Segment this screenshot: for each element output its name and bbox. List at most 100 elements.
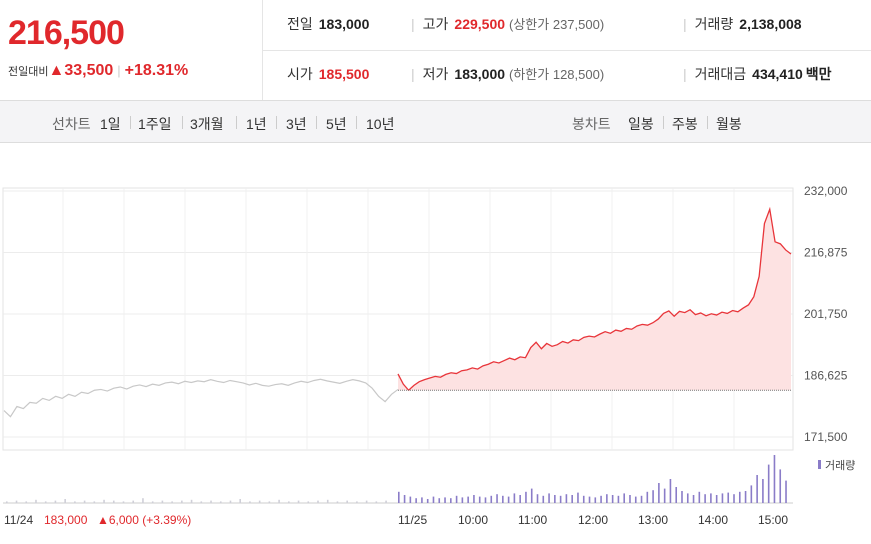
y-tick-label: 171,500 bbox=[804, 430, 848, 444]
volume-bar bbox=[74, 501, 76, 503]
period-tab-10y[interactable]: 10년 bbox=[366, 116, 395, 132]
volume-bar bbox=[278, 499, 280, 503]
volume-bar bbox=[249, 501, 251, 503]
period-tab-1d[interactable]: 1일 bbox=[100, 116, 121, 132]
period-divider bbox=[707, 116, 708, 129]
volume-bar bbox=[507, 496, 510, 503]
volume-bar bbox=[588, 496, 591, 503]
prev-day-price-line bbox=[3, 378, 399, 418]
volume-bar bbox=[461, 497, 464, 503]
volume-bar bbox=[767, 464, 770, 503]
x-tick-label: 12:00 bbox=[578, 513, 608, 527]
volume-bar bbox=[646, 491, 649, 503]
prev-day-date: 11/24 bbox=[4, 513, 33, 527]
volume-bar bbox=[455, 495, 458, 503]
volume-bar bbox=[35, 499, 37, 503]
prev-day-close: 183,000 bbox=[44, 513, 88, 527]
period-tab-1w[interactable]: 1주일 bbox=[138, 116, 172, 132]
volume-bar bbox=[122, 501, 125, 503]
volume-bar bbox=[681, 491, 683, 503]
today-price-line bbox=[397, 206, 792, 392]
volume-bar bbox=[785, 480, 787, 503]
x-tick-label: 15:00 bbox=[758, 513, 788, 527]
y-tick-label: 232,000 bbox=[804, 184, 848, 198]
volume-bar bbox=[634, 496, 637, 503]
candle-chart-label: 봉차트 bbox=[572, 116, 611, 132]
volume-bar bbox=[490, 495, 493, 503]
volume-bar bbox=[426, 499, 429, 503]
volume-bar bbox=[542, 495, 545, 503]
volume-bar bbox=[375, 501, 378, 503]
volume-bar bbox=[750, 485, 753, 503]
volume-bar bbox=[467, 496, 469, 503]
volume-bar bbox=[307, 501, 310, 503]
volume-bar bbox=[738, 491, 741, 503]
volume-bar bbox=[721, 493, 724, 503]
y-tick-label: 216,875 bbox=[804, 246, 848, 260]
day-low: | 저가 183,000 (하한가 128,500) bbox=[411, 66, 605, 82]
volume-bar bbox=[525, 491, 527, 503]
volume-bar bbox=[54, 500, 57, 503]
x-tick-label: 11/25 bbox=[398, 513, 427, 527]
volume-bar bbox=[762, 479, 764, 503]
period-divider bbox=[276, 116, 277, 129]
change-divider: | bbox=[117, 63, 121, 78]
volume-bar bbox=[640, 495, 643, 503]
period-divider bbox=[130, 116, 131, 129]
volume-bar bbox=[658, 483, 660, 503]
volume-bar bbox=[142, 498, 144, 503]
candle-tab-daily[interactable]: 일봉 bbox=[628, 116, 654, 132]
volume-bar bbox=[403, 495, 406, 503]
volume-bar bbox=[478, 496, 481, 503]
stats-panel: 전일 183,000 | 고가 229,500 (상한가 237,500) | 거래량 2,… bbox=[263, 0, 871, 100]
volume-bar bbox=[83, 500, 86, 503]
volume-bar bbox=[733, 494, 735, 503]
period-tab-5y[interactable]: 5년 bbox=[326, 116, 347, 132]
volume-bar bbox=[151, 501, 154, 503]
volume-bar bbox=[444, 497, 446, 503]
volume-bar bbox=[409, 496, 412, 503]
volume-bar bbox=[617, 495, 620, 503]
candle-tab-weekly[interactable]: 주봉 bbox=[672, 116, 698, 132]
volume-bar bbox=[698, 491, 701, 503]
turnover: | 거래대금 434,410 백만 bbox=[683, 66, 832, 82]
volume-bar bbox=[171, 501, 173, 503]
volume-bar bbox=[652, 490, 654, 503]
volume-bar bbox=[438, 498, 441, 503]
volume-bar bbox=[773, 455, 776, 503]
volume-bar bbox=[594, 497, 597, 503]
volume-bar bbox=[519, 495, 521, 503]
volume-bar bbox=[181, 500, 183, 503]
volume-bar bbox=[93, 501, 96, 503]
volume-bar bbox=[571, 495, 573, 503]
volume-bar bbox=[756, 475, 758, 503]
x-tick-label: 10:00 bbox=[458, 513, 488, 527]
volume-bar bbox=[606, 494, 608, 503]
volume-bar bbox=[161, 500, 164, 503]
y-tick-label: 186,625 bbox=[804, 369, 848, 383]
today-area bbox=[398, 209, 791, 391]
period-tab-1y[interactable]: 1년 bbox=[246, 116, 267, 132]
volume-bar bbox=[692, 495, 695, 503]
volume-bar bbox=[432, 496, 435, 503]
period-tab-3y[interactable]: 3년 bbox=[286, 116, 307, 132]
volume-bar bbox=[200, 501, 203, 503]
volume-bar bbox=[565, 494, 568, 503]
volume-bar bbox=[623, 493, 625, 503]
volume-bar bbox=[548, 493, 550, 503]
volume-bar bbox=[297, 500, 300, 503]
volume-bar bbox=[473, 495, 475, 503]
day-high: | 고가 229,500 (상한가 237,500) bbox=[411, 16, 605, 32]
candle-tab-monthly[interactable]: 월봉 bbox=[716, 116, 742, 132]
volume-bar bbox=[559, 495, 562, 503]
volume-bar bbox=[530, 488, 533, 503]
change-value: ▲33,500 bbox=[48, 62, 114, 79]
volume-bar bbox=[103, 499, 105, 503]
volume-bar bbox=[663, 488, 666, 503]
volume-bar bbox=[317, 500, 319, 503]
x-tick-label: 13:00 bbox=[638, 513, 668, 527]
period-tab-3m[interactable]: 3개월 bbox=[190, 116, 224, 132]
volume-bar bbox=[710, 493, 712, 503]
volume-bar bbox=[356, 501, 358, 503]
volume-bar bbox=[502, 495, 504, 503]
